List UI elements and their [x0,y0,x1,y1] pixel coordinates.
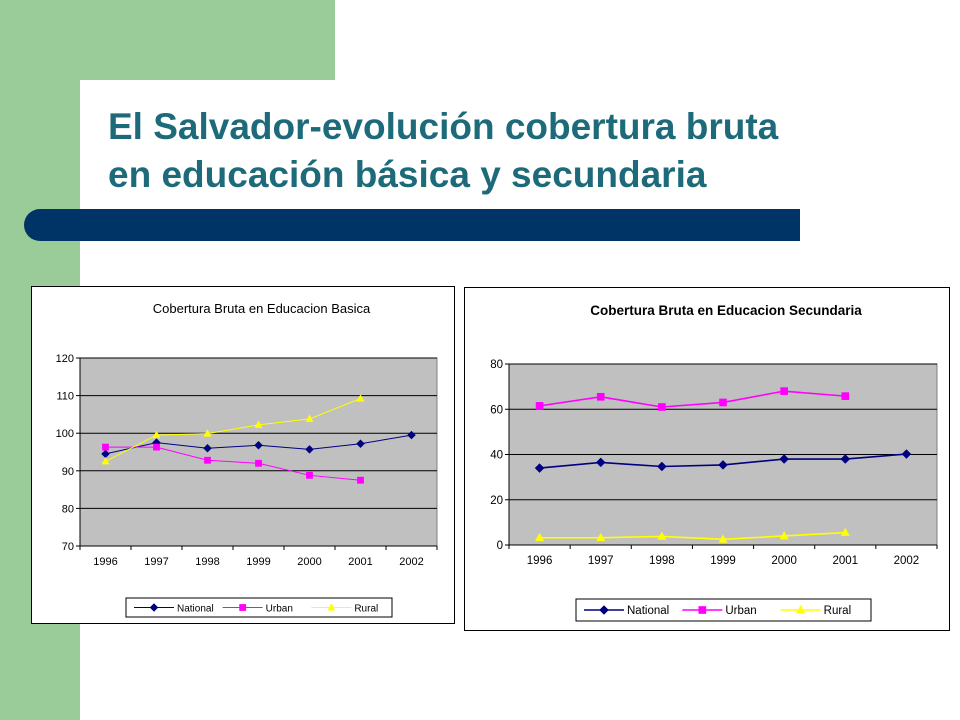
secundaria-legend-marker-rural [796,605,806,614]
chart-secundaria: Cobertura Bruta en Educacion Secundaria 0… [464,287,950,631]
basica-series-line-urban [105,446,361,481]
basica-x-tick-label: 2001 [348,556,372,568]
secundaria-series-line-rural [539,531,846,541]
slide-title-line2: en educación básica y secundaria [108,154,707,195]
secundaria-point-urban [841,392,850,400]
basica-point-urban [204,456,211,464]
secundaria-y-tick-label: 60 [490,404,503,416]
basica-point-national [203,443,212,453]
secundaria-x-tick-label: 1998 [649,555,675,567]
secundaria-chart-title: Cobertura Bruta en Educacion Secundaria [590,303,862,318]
secundaria-point-national [840,454,851,464]
secundaria-legend [575,598,872,622]
secundaria-point-national [534,463,545,473]
basica-x-tick-label: 1996 [93,556,117,568]
basica-point-rural [356,394,365,402]
secundaria-x-tick-label: 2001 [832,555,858,567]
basica-legend-label-national: National [177,604,214,615]
basica-x-tick-label: 1998 [195,556,219,568]
basica-legend-label-rural: Rural [354,604,378,615]
basica-point-rural [203,429,212,437]
basica-legend-label-urban: Urban [266,604,293,615]
slide-title: El Salvador-evolución cobertura bruta en… [108,103,928,199]
basica-x-tick-label: 1997 [144,556,168,568]
secundaria-x-tick-label: 1996 [527,555,553,567]
secundaria-y-tick-label: 0 [497,540,503,552]
secundaria-y-tick-label: 80 [490,359,503,371]
secundaria-point-rural [840,527,850,536]
secundaria-point-national [901,449,912,459]
secundaria-x-tick-label: 2002 [894,555,920,567]
accent-bar [60,209,800,241]
secundaria-x-tick-label: 1999 [710,555,736,567]
secundaria-x-tick-label: 2000 [771,555,797,567]
basica-y-tick-label: 120 [56,353,74,365]
slide-title-line1: El Salvador-evolución cobertura bruta [108,106,779,147]
secundaria-point-rural [657,531,667,540]
basica-y-tick-label: 90 [62,466,74,478]
secundaria-point-national [718,460,728,470]
secundaria-point-rural [535,532,545,542]
secundaria-series-line-urban [539,390,846,408]
secundaria-legend-label-urban: Urban [725,605,756,617]
basica-point-national [254,440,263,450]
basica-point-rural [254,420,263,428]
secundaria-point-urban [658,403,666,411]
green-top-band [80,0,335,80]
secundaria-point-urban [780,387,788,395]
basica-point-national [407,430,416,440]
chart-secundaria-svg: Cobertura Bruta en Educacion Secundaria 0… [490,303,938,622]
secundaria-point-national [657,461,667,472]
basica-x-tick-label: 2002 [399,556,423,568]
secundaria-point-rural [718,534,728,543]
basica-chart-title: Cobertura Bruta en Educacion Basica [153,301,371,316]
secundaria-point-national [595,457,606,468]
secundaria-legend-marker-national [599,605,609,615]
basica-point-urban [306,471,313,479]
basica-legend-marker-national [149,603,159,612]
basica-y-tick-label: 80 [62,503,74,515]
basica-legend-marker-urban [239,604,247,611]
chart-basica: Cobertura Bruta en Educacion Basica 70 80 9… [31,286,455,624]
basica-point-urban [102,443,109,451]
secundaria-legend-label-national: National [627,605,669,617]
basica-point-rural [305,414,314,422]
secundaria-y-tick-label: 20 [490,495,503,507]
secundaria-point-national [779,454,789,464]
basica-series-line-rural [105,398,361,462]
basica-y-tick-label: 110 [56,391,74,403]
secundaria-legend-marker-urban [698,606,707,614]
basica-point-national [356,439,365,449]
basica-x-tick-label: 2000 [297,556,321,568]
basica-y-tick-label: 70 [62,541,74,553]
secundaria-point-urban [596,392,605,401]
secundaria-y-tick-label: 40 [490,450,503,462]
secundaria-point-urban [719,398,727,407]
secundaria-x-tick-label: 1997 [588,555,614,567]
basica-point-urban [153,443,160,451]
basica-y-tick-label: 100 [56,428,74,440]
basica-point-national [305,445,314,454]
basica-x-tick-label: 1999 [246,556,270,568]
basica-legend-marker-rural [327,603,336,611]
secundaria-point-urban [535,402,544,410]
chart-basica-svg: Cobertura Bruta en Educacion Basica 70 80 9… [56,301,438,618]
secundaria-point-rural [596,532,606,542]
secundaria-point-rural [779,531,789,540]
basica-point-rural [152,430,161,439]
basica-point-urban [357,476,364,484]
secundaria-legend-label-rural: Rural [824,605,851,617]
basica-plot-area [79,357,438,547]
basica-point-urban [255,459,262,467]
basica-point-rural [101,457,110,465]
